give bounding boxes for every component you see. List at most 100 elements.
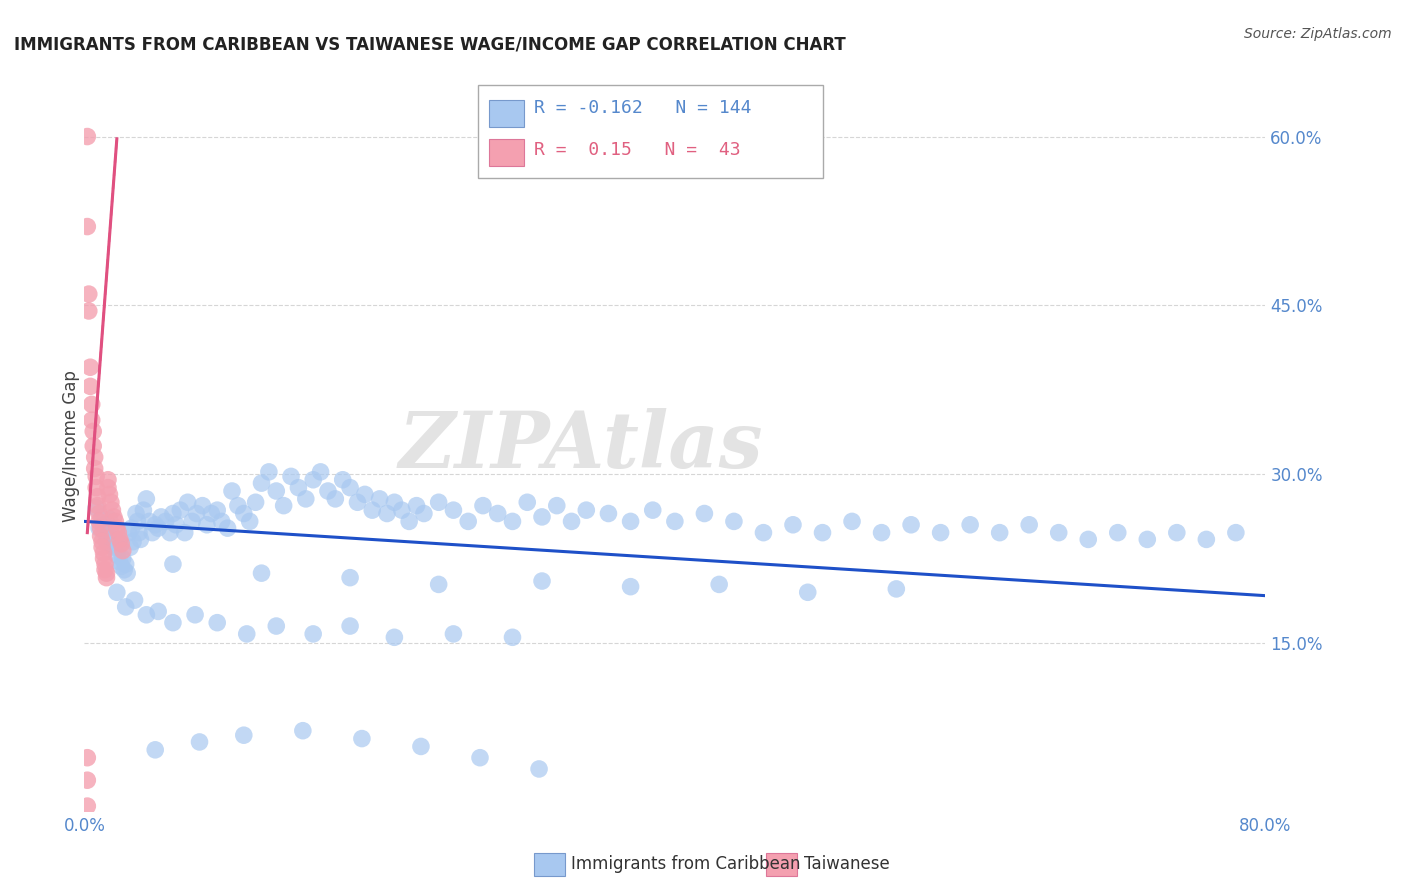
- Point: [391, 503, 413, 517]
- Text: Immigrants from Caribbean: Immigrants from Caribbean: [571, 855, 800, 873]
- Point: [87, 521, 111, 535]
- Point: [457, 515, 479, 529]
- Point: [531, 509, 554, 524]
- Point: [135, 607, 157, 622]
- Point: [120, 541, 142, 555]
- Point: [250, 476, 273, 491]
- Point: [121, 521, 143, 535]
- Point: [107, 525, 129, 540]
- Point: [159, 525, 181, 540]
- Point: [125, 507, 148, 521]
- Point: [104, 515, 127, 529]
- Point: [620, 515, 643, 529]
- Point: [148, 604, 170, 618]
- Text: R =  0.15   N =  43: R = 0.15 N = 43: [534, 141, 741, 159]
- Point: [150, 509, 173, 524]
- Point: [103, 541, 125, 555]
- Point: [427, 495, 450, 509]
- Point: [295, 491, 318, 506]
- Point: [104, 534, 127, 549]
- Point: [886, 582, 908, 596]
- Point: [1195, 533, 1218, 547]
- Point: [413, 507, 436, 521]
- Text: IMMIGRANTS FROM CARIBBEAN VS TAIWANESE WAGE/INCOME GAP CORRELATION CHART: IMMIGRANTS FROM CARIBBEAN VS TAIWANESE W…: [14, 36, 846, 54]
- Point: [752, 525, 775, 540]
- Point: [96, 571, 118, 585]
- Point: [93, 546, 115, 560]
- Point: [531, 574, 554, 588]
- Point: [83, 450, 105, 465]
- Point: [709, 577, 731, 591]
- Point: [93, 551, 115, 566]
- Text: ZIPAtlas: ZIPAtlas: [398, 408, 762, 484]
- Point: [266, 619, 288, 633]
- Point: [302, 473, 325, 487]
- Text: Source: ZipAtlas.com: Source: ZipAtlas.com: [1244, 27, 1392, 41]
- Point: [988, 525, 1011, 540]
- Point: [382, 630, 406, 644]
- Point: [368, 491, 391, 506]
- Point: [232, 507, 254, 521]
- Point: [76, 750, 98, 764]
- Point: [302, 627, 325, 641]
- Point: [127, 515, 149, 529]
- Point: [929, 525, 952, 540]
- Point: [782, 517, 804, 532]
- Point: [107, 541, 129, 555]
- Point: [79, 360, 101, 375]
- Point: [77, 287, 100, 301]
- Point: [332, 473, 354, 487]
- Point: [959, 517, 981, 532]
- Point: [226, 499, 249, 513]
- Point: [84, 469, 107, 483]
- Point: [797, 585, 820, 599]
- Point: [169, 503, 191, 517]
- Point: [191, 499, 214, 513]
- Point: [111, 543, 134, 558]
- Point: [266, 483, 288, 498]
- Point: [76, 129, 98, 144]
- Point: [641, 503, 664, 517]
- Point: [443, 627, 465, 641]
- Point: [516, 495, 538, 509]
- Point: [105, 585, 128, 599]
- Point: [97, 517, 120, 532]
- Point: [232, 728, 254, 742]
- Point: [1018, 517, 1040, 532]
- Point: [350, 731, 373, 746]
- Point: [309, 465, 332, 479]
- Point: [76, 799, 98, 814]
- Point: [693, 507, 716, 521]
- Point: [501, 630, 523, 644]
- Point: [200, 507, 222, 521]
- Point: [128, 525, 150, 540]
- Point: [108, 555, 131, 569]
- Point: [664, 515, 686, 529]
- Point: [382, 495, 406, 509]
- Point: [468, 750, 491, 764]
- Point: [124, 593, 146, 607]
- Point: [316, 483, 339, 498]
- Point: [94, 525, 117, 540]
- Point: [91, 541, 114, 555]
- Point: [87, 515, 111, 529]
- Point: [96, 534, 118, 549]
- Point: [143, 517, 166, 532]
- Point: [135, 491, 157, 506]
- Point: [114, 599, 136, 614]
- Point: [94, 557, 117, 571]
- Point: [273, 499, 295, 513]
- Point: [84, 500, 107, 515]
- Point: [100, 495, 122, 509]
- Point: [90, 521, 112, 535]
- Point: [110, 559, 132, 574]
- Point: [1047, 525, 1070, 540]
- Point: [398, 515, 420, 529]
- Point: [177, 495, 200, 509]
- Point: [811, 525, 834, 540]
- Point: [162, 557, 184, 571]
- Point: [94, 563, 117, 577]
- Point: [575, 503, 598, 517]
- Point: [598, 507, 620, 521]
- Point: [103, 509, 125, 524]
